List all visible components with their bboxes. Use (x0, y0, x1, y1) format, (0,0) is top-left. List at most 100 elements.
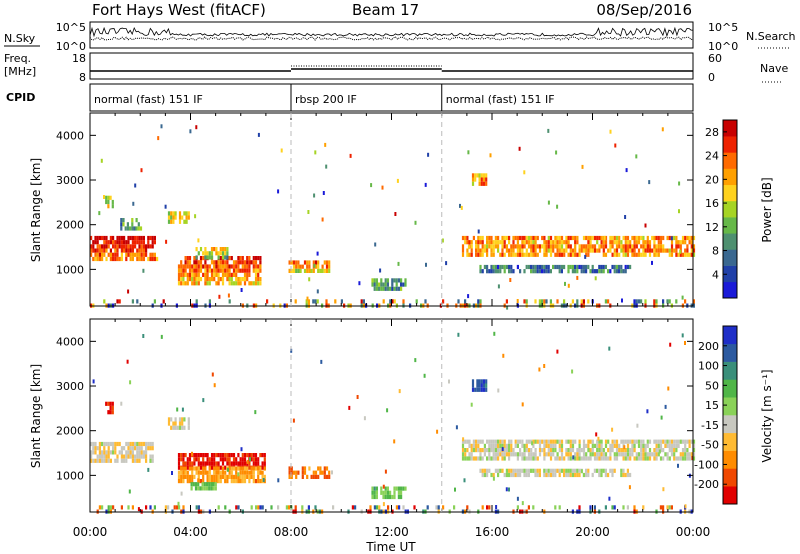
echo-cell (243, 268, 247, 273)
echo-cell (488, 235, 491, 241)
echo-cell (587, 468, 590, 473)
echo-cell (378, 505, 381, 510)
echo-cell (124, 226, 127, 231)
echo-cell (523, 456, 526, 461)
echo-cell (571, 468, 574, 473)
echo-cell (547, 472, 550, 478)
echo-cell (235, 479, 238, 484)
echo-cell (552, 264, 555, 270)
echo-cell (105, 195, 108, 200)
echo-cell (219, 465, 222, 470)
echo-cell (217, 470, 220, 475)
echo-cell (596, 448, 599, 453)
echo-cell (288, 474, 291, 479)
echo-cell (622, 505, 625, 510)
echo-cell (582, 244, 586, 249)
echo-cell (208, 470, 211, 475)
echo-cell (651, 452, 654, 457)
echo-cell (505, 452, 508, 457)
echo-cell (488, 456, 491, 461)
echo-cell (580, 299, 583, 304)
echo-cell (178, 215, 182, 220)
echo-cell (552, 452, 555, 457)
echo-cell (598, 235, 601, 241)
echo-cell (397, 494, 400, 500)
echo-cell (373, 286, 376, 291)
x-tick-label: 08:00 (274, 525, 309, 539)
echo-cell (188, 474, 192, 479)
echo-cell (527, 439, 531, 444)
echo-cell (301, 470, 304, 475)
echo-cell (254, 410, 257, 415)
echo-cell (136, 299, 139, 304)
echo-cell (475, 439, 478, 444)
echo-cell (486, 472, 489, 478)
echo-cell (611, 505, 614, 510)
echo-cell (140, 441, 143, 447)
echo-cell (461, 448, 465, 453)
echo-cell (657, 448, 660, 453)
echo-cell (480, 383, 483, 388)
echo-cell (563, 252, 566, 257)
echo-cell (664, 443, 667, 448)
echo-cell (134, 240, 137, 245)
echo-cell (615, 439, 619, 444)
echo-cell (521, 248, 524, 253)
echo-cell (96, 458, 99, 463)
echo-cell (549, 252, 553, 257)
echo-cell (675, 252, 678, 257)
echo-cell (454, 487, 456, 492)
echo-cell (690, 439, 693, 444)
echo-cell (147, 244, 150, 249)
echo-cell (376, 505, 379, 510)
echo-cell (167, 421, 171, 426)
echo-cell (633, 505, 636, 510)
echo-cell (478, 383, 481, 388)
echo-cell (182, 281, 185, 286)
echo-cell (402, 505, 405, 510)
echo-cell (558, 443, 561, 448)
echo-cell (213, 277, 216, 282)
echo-cell (497, 448, 500, 453)
echo-cell (206, 474, 209, 479)
echo-cell (219, 474, 222, 479)
echo-cell (145, 450, 148, 455)
echo-cell (317, 474, 320, 479)
echo-cell (567, 472, 570, 478)
echo-cell (177, 474, 181, 479)
echo-cell (585, 244, 588, 249)
colorbar-swatch (723, 397, 737, 416)
echo-cell (642, 448, 645, 453)
echo-cell (98, 446, 101, 451)
echo-cell (538, 443, 542, 448)
echo-cell (470, 240, 473, 245)
echo-cell (142, 240, 145, 245)
echo-cell (688, 439, 691, 444)
beam-label: Beam 17 (352, 1, 419, 19)
echo-cell (206, 479, 209, 484)
echo-cell (257, 264, 260, 269)
echo-cell (131, 505, 134, 510)
colorbar-swatch (723, 432, 737, 451)
echo-cell (523, 170, 526, 175)
echo-cell (476, 387, 479, 392)
echo-cell (521, 452, 524, 457)
echo-cell (589, 248, 592, 253)
echo-cell (237, 256, 240, 261)
echo-cell (497, 443, 500, 448)
echo-cell (475, 448, 478, 453)
echo-cell (90, 454, 93, 459)
echo-cell (486, 252, 489, 257)
echo-cell (215, 466, 218, 471)
echo-cell (314, 474, 318, 479)
echo-cell (690, 240, 693, 245)
echo-cell (598, 452, 601, 457)
echo-cell (574, 244, 577, 249)
echo-cell (488, 269, 491, 274)
echo-cell (136, 240, 139, 245)
echo-cell (644, 299, 647, 304)
echo-cell (187, 215, 190, 220)
echo-cell (112, 240, 115, 245)
echo-cell (232, 474, 236, 479)
